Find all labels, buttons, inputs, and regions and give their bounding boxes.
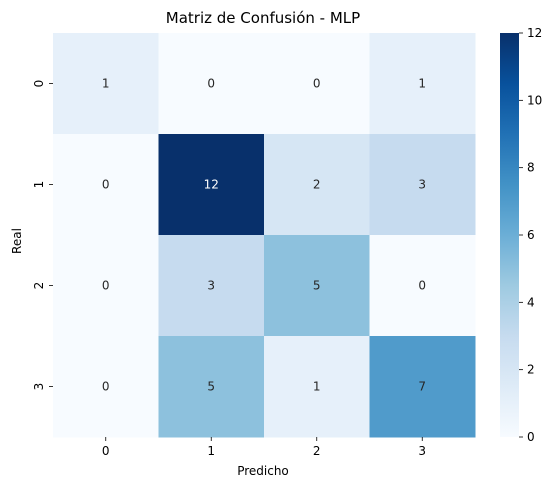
cell-value-label: 1 — [313, 380, 321, 394]
cell-value-label: 0 — [418, 279, 426, 293]
heatmap-cell — [158, 235, 265, 337]
heatmap-cell — [369, 33, 476, 135]
cell-value-label: 5 — [313, 279, 321, 293]
x-tick-label: 1 — [207, 444, 215, 458]
heatmap-cell — [158, 33, 265, 135]
cell-value-label: 0 — [313, 77, 321, 91]
x-tick-label: 3 — [418, 444, 426, 458]
x-axis-ticks: 0 1 2 3 — [102, 437, 426, 458]
y-tick-label: 3 — [32, 383, 46, 391]
colorbar-ticks: 0 2 4 6 8 10 12 — [519, 26, 542, 444]
heatmap-cell — [369, 134, 476, 236]
colorbar-tick-label: 6 — [527, 228, 535, 242]
cell-value-label: 1 — [102, 77, 110, 91]
heatmap-cell — [264, 134, 370, 236]
heatmap-cell — [53, 235, 159, 337]
heatmap-cell — [158, 336, 265, 438]
cell-value-label: 0 — [102, 279, 110, 293]
colorbar-tick-label: 2 — [527, 363, 535, 377]
cell-value-label: 0 — [207, 77, 215, 91]
heatmap-cell — [53, 336, 159, 438]
cell-value-label: 5 — [207, 380, 215, 394]
heatmap-cell — [369, 235, 476, 337]
heatmap-cell — [264, 336, 370, 438]
colorbar-tick-label: 0 — [527, 430, 535, 444]
y-axis-ticks: 0 1 2 3 — [32, 80, 53, 391]
heatmap-cells — [53, 33, 476, 438]
cell-value-label: 3 — [207, 279, 215, 293]
colorbar — [500, 33, 519, 437]
heatmap-cell — [264, 235, 370, 337]
colorbar-tick-label: 8 — [527, 161, 535, 175]
heatmap-cell — [264, 33, 370, 135]
heatmap-cell — [369, 336, 476, 438]
heatmap-cell — [53, 33, 159, 135]
cell-value-label: 2 — [313, 178, 321, 192]
colorbar-tick-label: 4 — [527, 295, 535, 309]
cell-value-label: 1 — [418, 77, 426, 91]
cell-value-label: 3 — [418, 178, 426, 192]
cell-value-label: 0 — [102, 178, 110, 192]
y-tick-label: 0 — [32, 80, 46, 88]
y-tick-label: 1 — [32, 181, 46, 189]
y-tick-label: 2 — [32, 282, 46, 290]
heatmap-cell — [158, 134, 265, 236]
cell-value-label: 12 — [204, 178, 219, 192]
colorbar-tick-label: 12 — [527, 26, 542, 40]
chart-title: Matriz de Confusión - MLP — [166, 9, 360, 27]
y-axis-label: Real — [10, 228, 24, 254]
x-tick-label: 0 — [102, 444, 110, 458]
x-axis-label: Predicho — [237, 464, 289, 478]
colorbar-tick-label: 10 — [527, 93, 542, 107]
cell-value-label: 7 — [418, 380, 426, 394]
x-tick-label: 2 — [313, 444, 321, 458]
heatmap-cell — [53, 134, 159, 236]
cell-value-label: 0 — [102, 380, 110, 394]
heatmap-cell-labels: 1 0 0 1 0 12 2 3 0 3 5 0 0 5 1 7 — [102, 77, 426, 394]
